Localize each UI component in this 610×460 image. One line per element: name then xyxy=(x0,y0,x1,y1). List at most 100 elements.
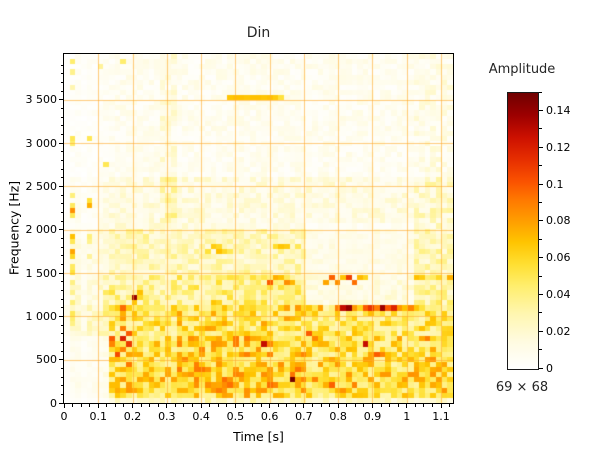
x-tick-label: 0.7 xyxy=(295,410,313,423)
y-minor-tick xyxy=(60,376,63,378)
y-major-tick xyxy=(59,272,63,274)
x-minor-tick xyxy=(174,404,176,407)
x-minor-tick xyxy=(106,404,108,407)
colorbar-major-tick xyxy=(539,257,543,259)
x-minor-tick xyxy=(346,404,348,407)
colorbar-minor-tick xyxy=(539,238,542,240)
y-minor-tick xyxy=(60,263,63,265)
y-minor-tick xyxy=(60,298,63,300)
colorbar-title: Amplitude xyxy=(488,62,556,77)
x-tick-label: 0.5 xyxy=(226,410,245,423)
x-minor-tick xyxy=(252,404,253,407)
x-minor-tick xyxy=(209,404,211,407)
x-minor-tick xyxy=(363,404,365,407)
y-minor-tick xyxy=(60,307,63,309)
x-minor-tick xyxy=(183,404,185,407)
x-tick-label: 0.2 xyxy=(123,410,142,423)
x-minor-tick xyxy=(329,404,331,407)
colorbar-major-tick xyxy=(539,330,543,332)
y-minor-tick xyxy=(60,393,63,395)
y-minor-tick xyxy=(60,73,63,75)
x-minor-tick xyxy=(354,404,356,407)
x-major-tick xyxy=(200,404,202,408)
y-minor-tick xyxy=(60,350,63,352)
x-minor-tick xyxy=(389,404,391,407)
x-tick-label: 1.1 xyxy=(432,410,450,423)
y-minor-tick xyxy=(60,90,63,92)
x-minor-tick xyxy=(380,404,382,407)
colorbar-tick-label: 0.1 xyxy=(546,177,564,191)
y-minor-tick xyxy=(60,333,63,335)
y-major-tick xyxy=(59,359,63,361)
x-axis-title: Time [s] xyxy=(233,429,284,444)
x-tick-label: 0 xyxy=(60,410,68,423)
y-minor-tick xyxy=(60,168,63,170)
x-minor-tick xyxy=(294,404,296,407)
x-minor-tick xyxy=(423,404,425,407)
x-minor-tick xyxy=(320,404,322,407)
x-minor-tick xyxy=(192,404,194,407)
x-tick-label: 0.9 xyxy=(363,410,382,423)
plot-frame xyxy=(63,53,454,404)
x-minor-tick xyxy=(277,404,279,407)
y-minor-tick xyxy=(60,281,63,283)
x-major-tick xyxy=(234,404,236,408)
y-minor-tick xyxy=(60,324,63,326)
x-major-tick xyxy=(440,404,442,408)
colorbar-tick-label: 0.02 xyxy=(546,324,571,338)
y-minor-tick xyxy=(60,255,63,257)
x-minor-tick xyxy=(286,404,288,407)
x-major-tick xyxy=(132,404,134,408)
x-major-tick xyxy=(269,404,271,408)
y-minor-tick xyxy=(60,385,63,387)
y-minor-tick xyxy=(60,134,63,136)
x-minor-tick xyxy=(397,404,399,407)
x-major-tick xyxy=(406,404,408,408)
x-tick-label: 0.4 xyxy=(192,410,210,423)
x-tick-label: 0.8 xyxy=(329,410,347,423)
colorbar-minor-tick xyxy=(539,91,542,93)
y-minor-tick xyxy=(60,82,63,84)
x-minor-tick xyxy=(217,404,219,407)
x-minor-tick xyxy=(243,404,245,407)
y-minor-tick xyxy=(60,341,63,343)
x-minor-tick xyxy=(311,404,313,407)
y-minor-tick xyxy=(60,289,63,291)
colorbar-major-tick xyxy=(539,293,543,295)
y-minor-tick xyxy=(60,367,63,369)
x-tick-label: 1 xyxy=(403,410,411,423)
y-major-tick xyxy=(59,185,63,187)
chart-title: Din xyxy=(246,25,271,41)
colorbar-major-tick xyxy=(539,146,543,148)
y-major-tick xyxy=(59,402,63,404)
y-tick-label: 0 xyxy=(50,396,57,410)
x-minor-tick xyxy=(89,404,91,407)
y-tick-label: 1 500 xyxy=(25,266,58,280)
x-minor-tick xyxy=(80,404,82,407)
y-minor-tick xyxy=(60,108,63,110)
x-major-tick xyxy=(371,404,373,408)
colorbar-major-tick xyxy=(539,183,543,185)
colorbar-tick-label: 0 xyxy=(546,361,553,375)
y-tick-label: 1 000 xyxy=(25,309,58,323)
matrix-size-label: 69 × 68 xyxy=(495,380,549,395)
colorbar xyxy=(507,92,539,370)
colorbar-tick-label: 0.06 xyxy=(546,251,571,265)
y-major-tick xyxy=(59,229,63,231)
colorbar-major-tick xyxy=(539,220,543,222)
x-minor-tick xyxy=(260,404,262,407)
x-minor-tick xyxy=(140,404,142,407)
x-minor-tick xyxy=(149,404,151,407)
y-minor-tick xyxy=(60,64,63,66)
x-major-tick xyxy=(337,404,339,408)
y-minor-tick xyxy=(60,177,63,179)
x-tick-label: 0.3 xyxy=(158,410,176,423)
colorbar-tick-label: 0.12 xyxy=(546,140,571,154)
y-minor-tick xyxy=(60,246,63,248)
x-minor-tick xyxy=(431,404,433,407)
x-minor-tick xyxy=(72,404,74,407)
y-tick-label: 500 xyxy=(36,353,57,367)
colorbar-tick-label: 0.04 xyxy=(546,287,571,301)
y-major-tick xyxy=(59,315,63,317)
